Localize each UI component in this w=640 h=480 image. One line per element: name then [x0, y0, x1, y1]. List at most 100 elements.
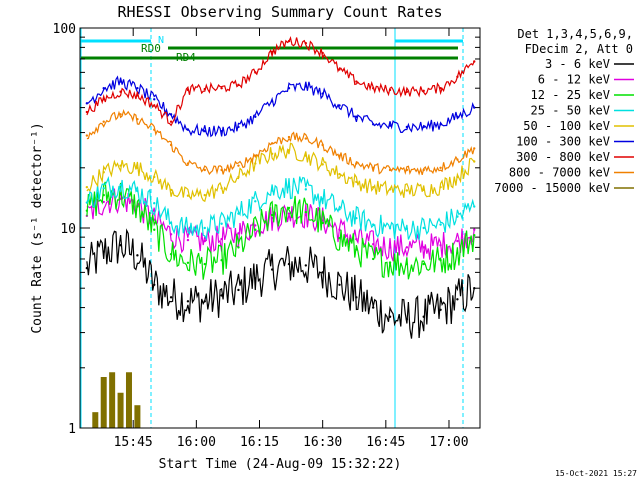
- data-point: [338, 283, 341, 286]
- data-point: [405, 227, 409, 231]
- data-point: [422, 89, 425, 93]
- data-point: [254, 228, 257, 231]
- data-point: [287, 206, 291, 210]
- data-point: [304, 154, 308, 157]
- data-point: [439, 123, 442, 126]
- data-point: [321, 143, 324, 147]
- data-point: [456, 175, 459, 179]
- data-point: [388, 188, 392, 191]
- data-point: [136, 166, 139, 169]
- data-point: [388, 246, 392, 249]
- data-point: [220, 168, 223, 172]
- data-point: [456, 115, 459, 118]
- data-point: [388, 168, 392, 172]
- data-point: [371, 257, 375, 261]
- chart-title: RHESSI Observing Summary Count Rates: [117, 3, 442, 21]
- generation-timestamp: 15-Oct-2021 15:27: [555, 469, 637, 478]
- data-point: [371, 87, 375, 90]
- data-point: [439, 87, 442, 90]
- y-tick-label: 1: [68, 422, 76, 437]
- legend-header-line-1: Det 1,3,4,5,6,9,: [517, 27, 633, 41]
- data-point: [355, 162, 358, 165]
- data-point: [321, 197, 324, 200]
- x-tick-label: 17:00: [429, 435, 468, 450]
- data-point: [270, 189, 274, 192]
- data-point: [136, 94, 139, 97]
- data-point: [456, 251, 459, 255]
- data-point: [304, 41, 308, 45]
- data-point: [102, 120, 105, 123]
- data-point: [237, 232, 240, 235]
- data-point: [136, 117, 139, 121]
- data-point: [169, 120, 173, 123]
- series-line: [86, 228, 475, 339]
- rd0-label: RD0: [141, 42, 161, 55]
- data-point: [270, 268, 274, 271]
- data-point: [254, 154, 257, 157]
- data-point: [321, 271, 324, 274]
- data-point: [304, 264, 308, 267]
- y-tick-label: 10: [60, 222, 76, 237]
- data-point: [371, 185, 375, 189]
- series-2: [85, 188, 476, 262]
- data-point: [338, 68, 341, 71]
- data-point: [405, 317, 409, 321]
- data-point: [405, 246, 409, 249]
- data-point: [203, 193, 206, 197]
- series-3: [85, 181, 476, 280]
- data-point: [473, 60, 476, 63]
- data-point: [439, 185, 442, 189]
- data-point: [153, 104, 156, 107]
- data-point: [338, 172, 341, 176]
- legend: Det 1,3,4,5,6,9, FDecim 2, Att 0 3 - 6 k…: [494, 27, 634, 195]
- data-point: [321, 51, 324, 55]
- data-point: [405, 125, 409, 129]
- data-point: [355, 216, 358, 220]
- data-point: [85, 185, 89, 189]
- data-point: [456, 75, 459, 79]
- data-point: [254, 277, 257, 280]
- data-point: [422, 262, 425, 266]
- data-point: [338, 228, 341, 231]
- series-6: [85, 75, 476, 138]
- data-point: [186, 227, 190, 231]
- data-point: [153, 283, 156, 286]
- data-point: [102, 193, 105, 197]
- data-point: [388, 124, 392, 127]
- data-point: [119, 164, 122, 167]
- data-point: [237, 175, 240, 179]
- data-point: [405, 90, 409, 93]
- data-point: [287, 87, 291, 90]
- data-point: [321, 163, 324, 166]
- data-point: [136, 87, 139, 90]
- data-point: [186, 238, 190, 242]
- data-point: [153, 202, 156, 205]
- x-tick-label: 16:15: [240, 435, 279, 450]
- data-point: [102, 98, 105, 101]
- series-4: [85, 175, 476, 241]
- series-line: [86, 35, 475, 127]
- data-point: [405, 189, 409, 192]
- data-point: [388, 261, 392, 264]
- data-point: [220, 187, 223, 190]
- data-point: [270, 213, 274, 217]
- data-point: [153, 98, 156, 101]
- data-point: [456, 215, 459, 218]
- series-line: [86, 108, 475, 176]
- data-point: [270, 142, 274, 145]
- data-point: [439, 223, 442, 226]
- data-point: [237, 288, 240, 292]
- series-8: [85, 108, 476, 176]
- data-point: [220, 294, 223, 297]
- legend-label: 3 - 6 keV: [545, 57, 610, 71]
- data-point: [237, 212, 240, 215]
- legend-label: 50 - 100 keV: [523, 119, 610, 133]
- data-point: [136, 205, 139, 208]
- data-point: [338, 208, 341, 211]
- data-point: [254, 115, 257, 118]
- data-point: [355, 80, 358, 83]
- data-point: [186, 261, 190, 264]
- rd4-label: RD4: [176, 51, 196, 64]
- data-point: [304, 213, 308, 217]
- data-point: [136, 254, 139, 257]
